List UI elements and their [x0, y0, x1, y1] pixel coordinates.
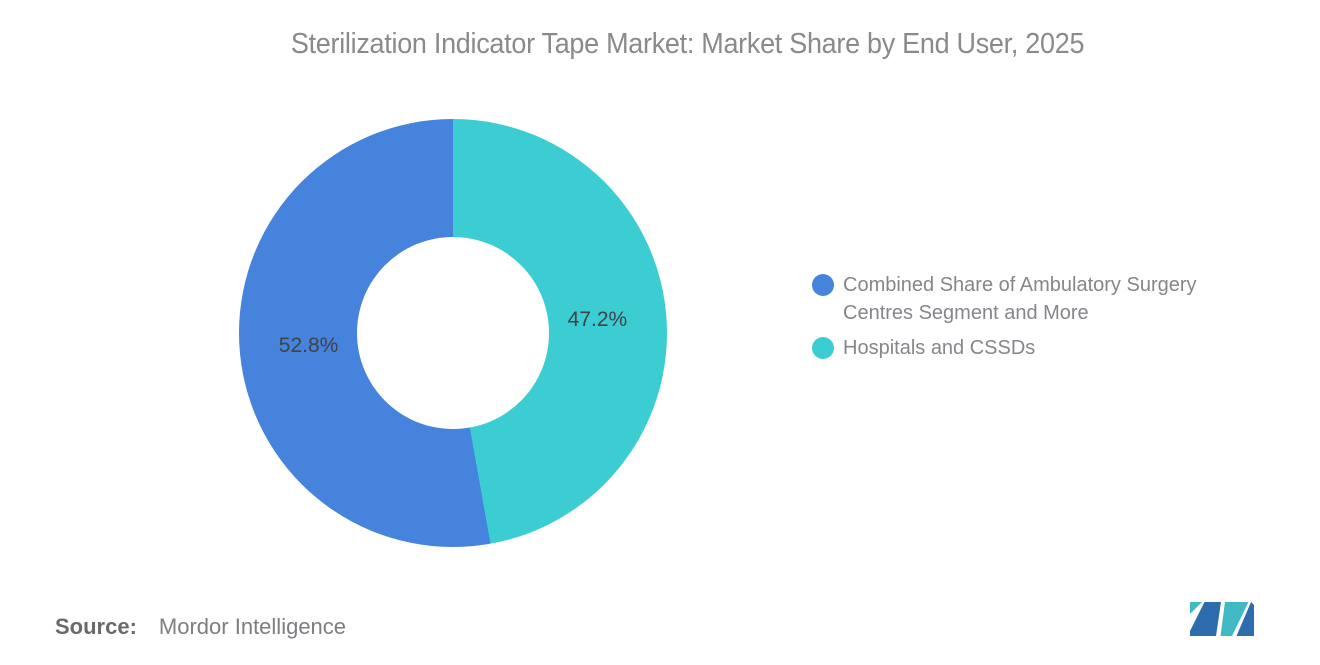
legend-item: Combined Share of Ambulatory Surgery Cen… — [812, 271, 1243, 327]
mordor-intelligence-logo-icon — [1190, 602, 1254, 636]
legend-item-label: Combined Share of Ambulatory Surgery Cen… — [843, 274, 1197, 324]
chart-title: Sterilization Indicator Tape Market: Mar… — [28, 28, 1320, 61]
chart-legend: Combined Share of Ambulatory Surgery Cen… — [812, 271, 1243, 369]
chart-title-text: Sterilization Indicator Tape Market: Mar… — [291, 28, 1085, 60]
legend-marker-icon — [812, 337, 834, 359]
source-label: Source: — [55, 614, 137, 639]
legend-item: Hospitals and CSSDs — [812, 334, 1243, 362]
source-row: Source: Mordor Intelligence — [55, 614, 346, 640]
source-value: Mordor Intelligence — [158, 614, 347, 639]
legend-marker-icon — [812, 274, 834, 296]
slice-data-label: 47.2% — [567, 308, 628, 332]
donut-hole — [357, 237, 549, 429]
donut-chart: 47.2% 52.8% — [239, 119, 667, 547]
slice-data-label: 52.8% — [278, 333, 339, 357]
legend-item-label: Hospitals and CSSDs — [843, 337, 1036, 359]
